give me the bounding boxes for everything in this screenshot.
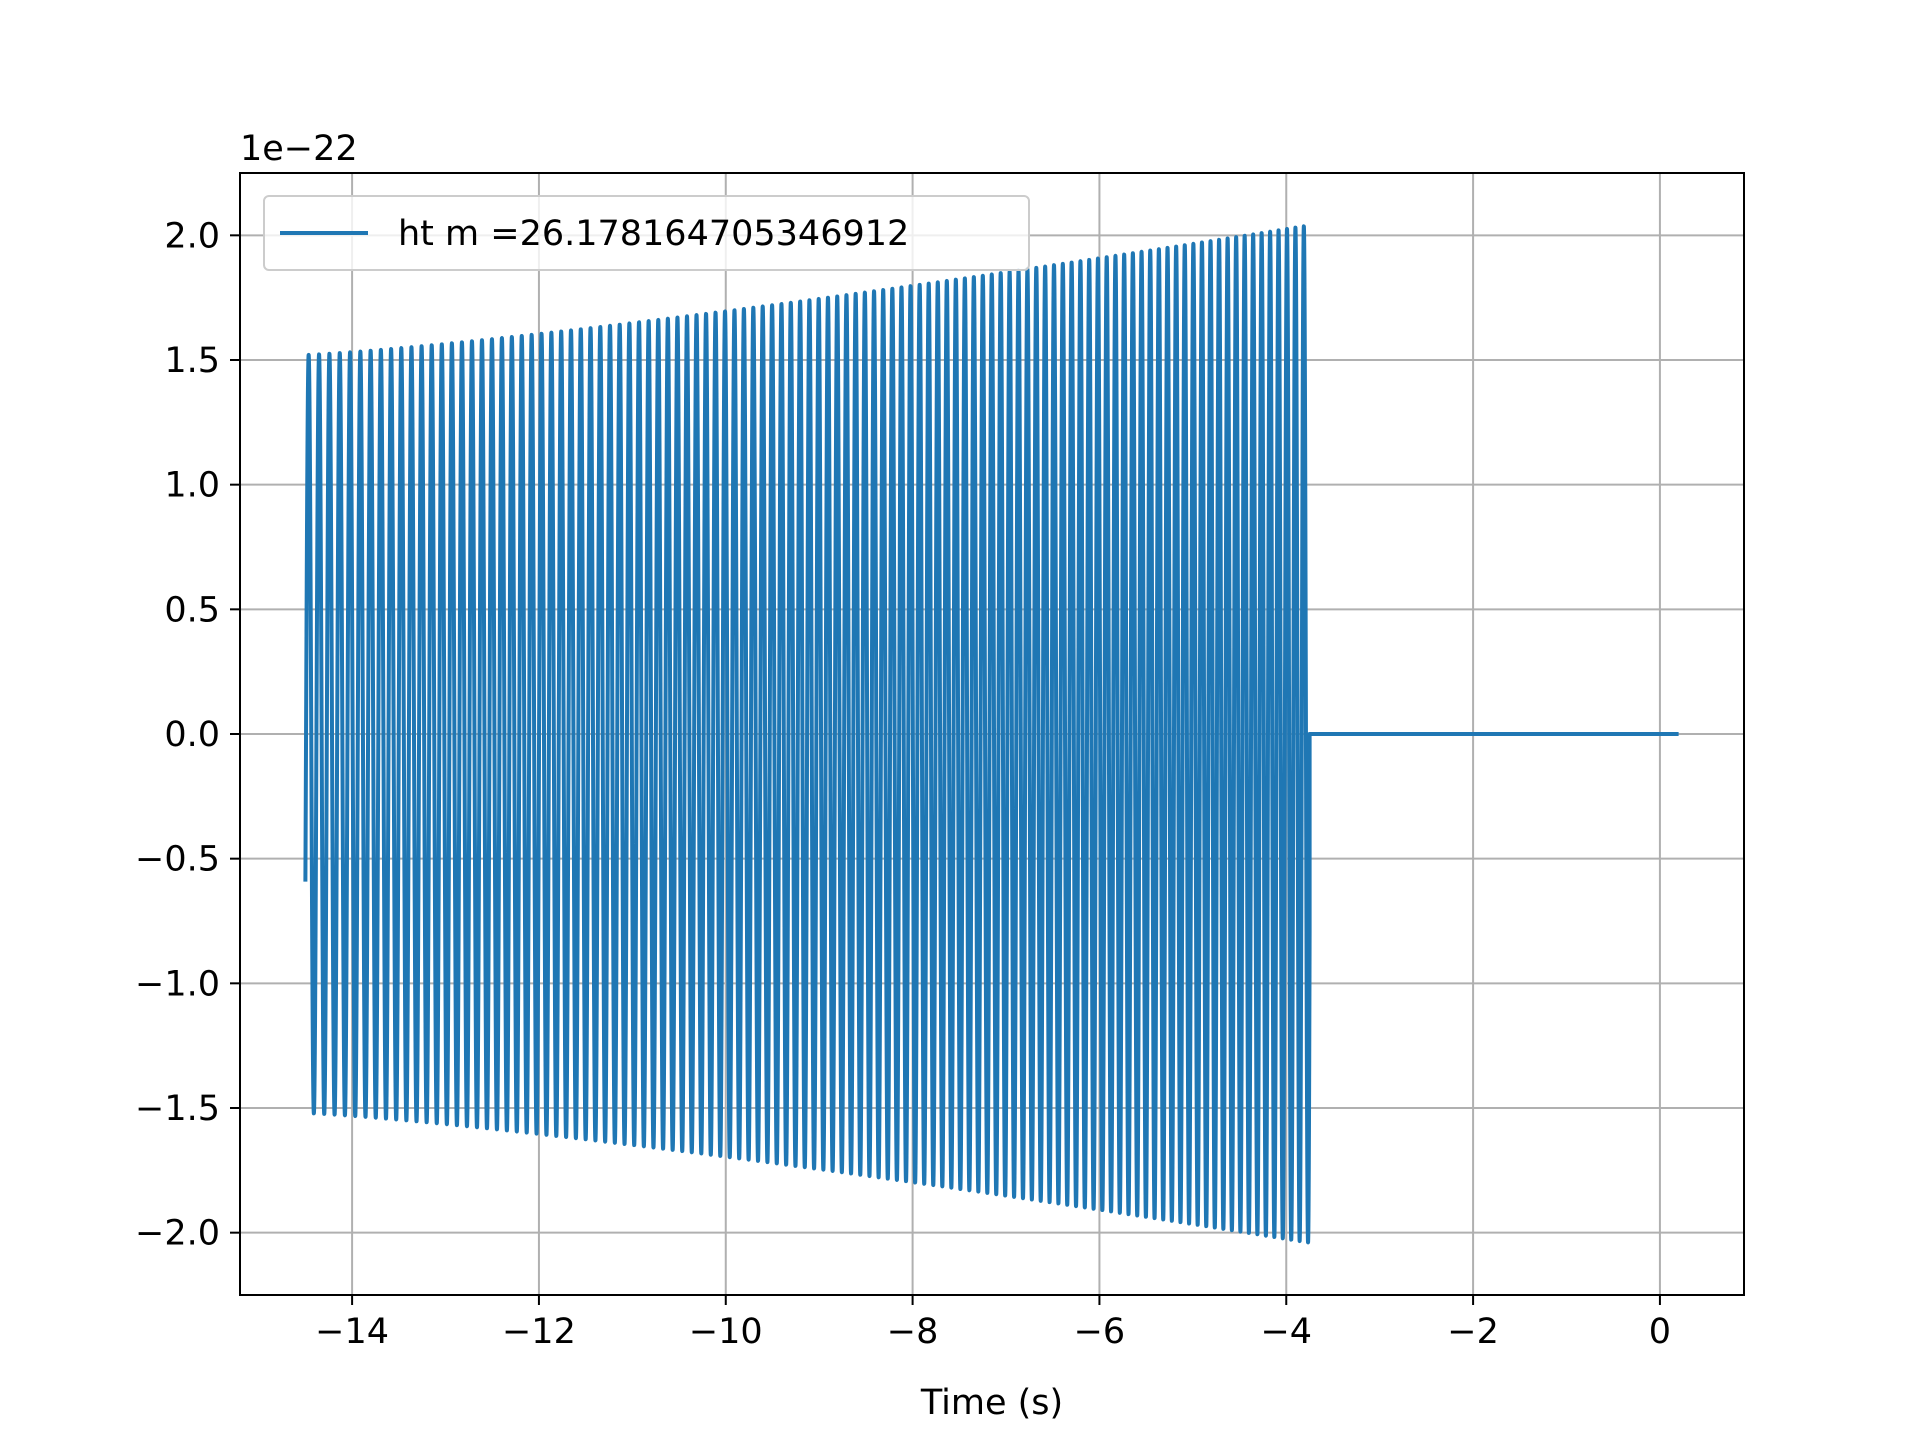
x-tick-label: −4: [1260, 1312, 1312, 1352]
x-tick-label: 0: [1649, 1312, 1671, 1352]
legend-box: [263, 195, 1030, 271]
y-offset-label: 1e−22: [240, 129, 358, 169]
x-tick-label: −6: [1074, 1312, 1126, 1352]
y-tick-label: −1.5: [135, 1089, 220, 1129]
x-tick-label: −8: [887, 1312, 939, 1352]
y-tick-label: −0.5: [135, 840, 220, 880]
x-axis: −14 −12 −10 −8 −6 −4 −2 0: [315, 1295, 1671, 1352]
series-layer: [303, 224, 1679, 1245]
y-axis: 2.0 1.5 1.0 0.5 0.0 −0.5 −1.0 −1.5 −2.0: [135, 216, 240, 1254]
y-tick-label: 1.5: [164, 341, 220, 381]
y-tick-label: 0.0: [164, 715, 220, 755]
y-tick-label: 2.0: [164, 216, 220, 256]
x-tick-label: −14: [315, 1312, 389, 1352]
y-tick-label: −1.0: [135, 964, 220, 1004]
x-tick-label: −12: [502, 1312, 576, 1352]
series-line-ht: [303, 224, 1679, 1245]
x-tick-label: −2: [1447, 1312, 1499, 1352]
x-tick-label: −10: [689, 1312, 763, 1352]
y-tick-label: −2.0: [135, 1214, 220, 1254]
y-tick-label: 0.5: [164, 590, 220, 630]
y-tick-label: 1.0: [164, 466, 220, 506]
legend-label: ht m =26.178164705346912: [398, 214, 909, 254]
x-axis-label: Time (s): [920, 1383, 1063, 1423]
legend: ht m =26.178164705346912: [263, 195, 1030, 271]
